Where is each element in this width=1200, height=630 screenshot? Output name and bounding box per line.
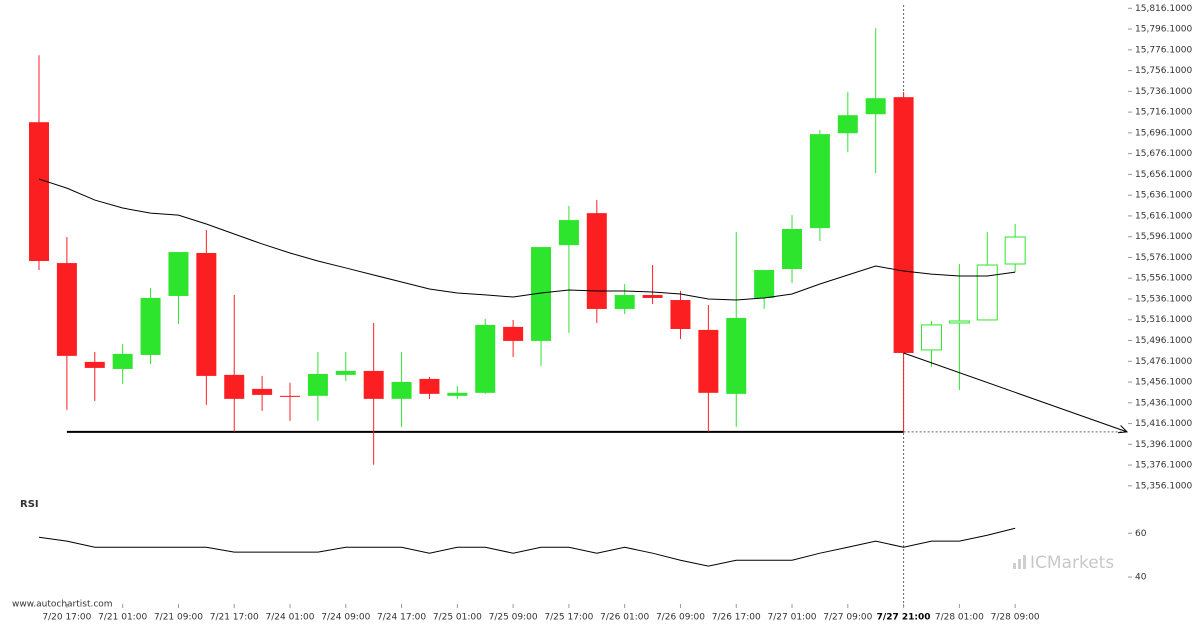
- candle-body: [865, 98, 886, 115]
- y-tick-label: 15,596.1000: [1135, 232, 1193, 242]
- candle-body: [948, 320, 970, 324]
- candle-body: [558, 220, 579, 246]
- source: www.autochartist.com: [12, 600, 113, 610]
- candle-body: [84, 361, 105, 368]
- y-tick-label: 15,696.1000: [1135, 128, 1193, 138]
- candle-body: [920, 324, 942, 351]
- x-tick-label: 7/21 01:00: [98, 613, 147, 623]
- candle-body: [447, 392, 468, 396]
- y-tick-label: 15,776.1000: [1135, 45, 1193, 55]
- candle-body: [252, 388, 273, 395]
- x-tick-label: 7/21 09:00: [154, 613, 203, 623]
- candle-body: [140, 297, 161, 355]
- candle-body: [976, 264, 998, 321]
- x-tick-label: 7/24 09:00: [321, 613, 370, 623]
- candle-body: [1004, 236, 1026, 265]
- x-tick-label: 7/25 17:00: [544, 613, 593, 623]
- watermark: ICMarkets: [1030, 553, 1114, 573]
- candle-body: [893, 97, 914, 353]
- y-tick-label: 15,816.1000: [1135, 4, 1193, 14]
- candle-body: [280, 395, 301, 397]
- x-tick-label: 7/26 01:00: [600, 613, 649, 623]
- candle-body: [112, 353, 133, 369]
- x-tick-label: 7/27 01:00: [768, 613, 817, 623]
- arrow-head: [1117, 425, 1129, 434]
- candle-body: [698, 329, 719, 393]
- y-tick-label: 15,516.1000: [1135, 315, 1193, 325]
- x-tick-label: 7/20 17:00: [42, 613, 91, 623]
- x-tick-label: 7/28 09:00: [991, 613, 1040, 623]
- y-tick-label: 15,616.1000: [1135, 211, 1193, 221]
- y-tick-label: 15,436.1000: [1135, 398, 1193, 408]
- y-tick-label: 15,416.1000: [1135, 419, 1193, 429]
- x-tick-label: 7/24 01:00: [266, 613, 315, 623]
- y-tick-label: 15,536.1000: [1135, 294, 1193, 304]
- candle-body: [475, 324, 496, 393]
- candle-body: [586, 213, 607, 309]
- candle-body: [224, 374, 245, 399]
- candle-body: [809, 134, 830, 229]
- forecast-arrow: [903, 352, 1128, 433]
- candle-body: [29, 122, 49, 261]
- x-tick-label: 7/21 17:00: [210, 613, 259, 623]
- y-tick-label: 15,636.1000: [1135, 191, 1193, 201]
- watermark-logo: [1013, 555, 1026, 569]
- moving-average: [38, 178, 1016, 301]
- x-tick-label: 7/28 01:00: [935, 613, 984, 623]
- candle-body: [726, 317, 747, 394]
- candle-body: [335, 370, 356, 375]
- candle-body: [614, 295, 635, 309]
- y-tick-label: 15,756.1000: [1135, 66, 1193, 76]
- x-tick-label: 7/27 09:00: [823, 613, 872, 623]
- y-tick-label: 15,376.1000: [1135, 461, 1193, 471]
- rsi-tick-label: 40: [1135, 573, 1147, 583]
- candle-body: [837, 115, 858, 134]
- candle-body: [363, 370, 384, 399]
- candle-body: [419, 378, 440, 394]
- y-tick-label: 15,736.1000: [1135, 87, 1193, 97]
- x-tick-label: 7/27 21:00: [877, 613, 931, 623]
- candle-body: [531, 247, 552, 341]
- x-tick-label: 7/25 09:00: [489, 613, 538, 623]
- candle-body: [642, 295, 663, 298]
- x-tick-label: 7/26 17:00: [712, 613, 761, 623]
- candle-body: [503, 326, 524, 341]
- rsi-line: [38, 527, 1016, 567]
- x-tick-label: 7/26 09:00: [656, 613, 705, 623]
- candle-body: [670, 300, 691, 329]
- y-tick-label: 15,576.1000: [1135, 253, 1193, 263]
- candle-body: [391, 381, 412, 399]
- candle-body: [754, 270, 775, 298]
- x-tick-label: 7/25 01:00: [433, 613, 482, 623]
- candle-body: [196, 252, 217, 376]
- y-tick-label: 15,556.1000: [1135, 274, 1193, 284]
- x-tick-label: 7/24 17:00: [377, 613, 426, 623]
- y-tick-label: 15,456.1000: [1135, 378, 1193, 388]
- candle-body: [307, 373, 328, 396]
- y-tick-label: 15,716.1000: [1135, 108, 1193, 118]
- rsi-title: RSI: [20, 499, 39, 510]
- candle-body: [168, 252, 189, 296]
- candle-body: [782, 229, 803, 269]
- y-tick-label: 15,676.1000: [1135, 149, 1193, 159]
- candle-body: [56, 263, 77, 356]
- rsi-tick-label: 60: [1135, 529, 1147, 539]
- y-tick-label: 15,476.1000: [1135, 357, 1193, 367]
- y-tick-label: 15,496.1000: [1135, 336, 1193, 346]
- y-tick-label: 15,796.1000: [1135, 25, 1193, 35]
- y-tick-label: 15,656.1000: [1135, 170, 1193, 180]
- y-tick-label: 15,396.1000: [1135, 440, 1193, 450]
- y-tick-label: 15,356.1000: [1135, 481, 1193, 491]
